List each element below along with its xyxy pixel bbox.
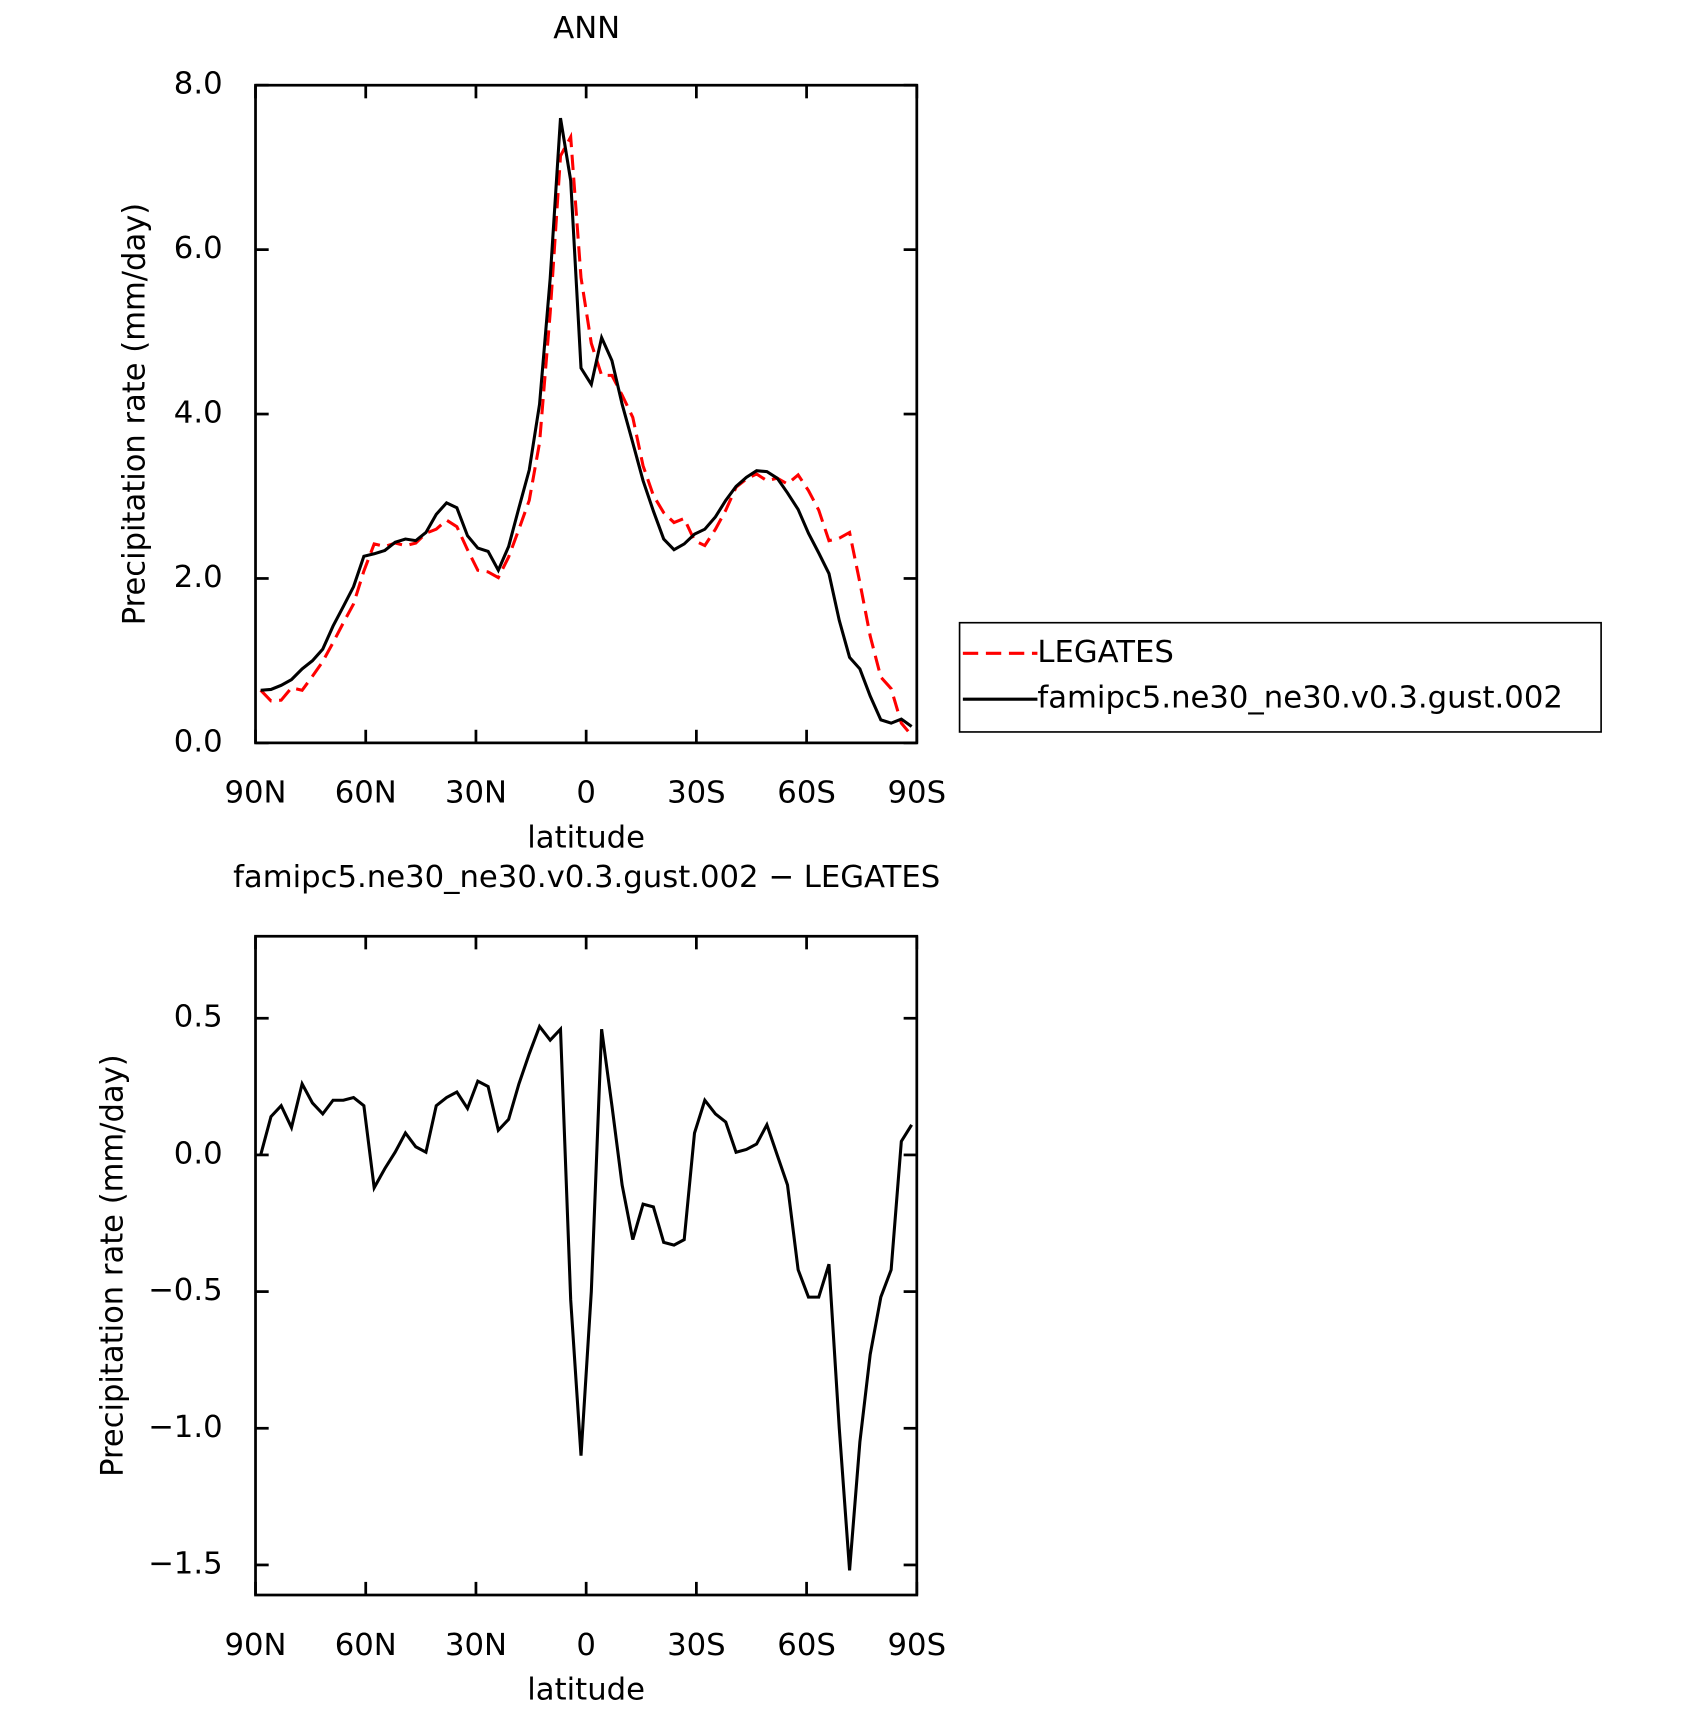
x-axis-label: latitude bbox=[527, 821, 645, 856]
y-tick-label: 2.0 bbox=[174, 560, 223, 595]
y-tick-label: −1.0 bbox=[148, 1410, 223, 1445]
chart-title: ANN bbox=[553, 11, 620, 46]
x-tick-label: 90N bbox=[225, 776, 287, 811]
x-tick-label: 60N bbox=[335, 776, 397, 811]
y-axis-label: Precipitation rate (mm/day) bbox=[117, 203, 152, 626]
plot-frame bbox=[254, 83, 919, 745]
y-tick-label: 4.0 bbox=[174, 396, 223, 431]
y-tick-label: 8.0 bbox=[174, 67, 223, 102]
x-tick-label: 60S bbox=[777, 776, 836, 811]
x-tick-label: 0 bbox=[576, 776, 596, 811]
data-line bbox=[259, 131, 913, 737]
legend-box bbox=[958, 621, 1602, 733]
x-tick-label: 30N bbox=[445, 776, 507, 811]
x-tick-label: 60N bbox=[335, 1628, 397, 1663]
x-tick-label: 30S bbox=[667, 776, 726, 811]
x-tick-label: 90N bbox=[225, 1628, 287, 1663]
x-tick-label: 90S bbox=[888, 776, 947, 811]
y-tick-label: −0.5 bbox=[148, 1273, 223, 1308]
data-line bbox=[260, 117, 913, 728]
plot-frame bbox=[254, 934, 919, 1597]
x-tick-label: 30N bbox=[445, 1628, 507, 1663]
x-axis-label: latitude bbox=[527, 1673, 645, 1708]
data-line bbox=[259, 1023, 913, 1571]
y-tick-label: 6.0 bbox=[174, 231, 223, 266]
y-axis-label: Precipitation rate (mm/day) bbox=[96, 1054, 131, 1477]
y-tick-label: −1.5 bbox=[148, 1546, 223, 1581]
x-tick-label: 0 bbox=[576, 1628, 596, 1663]
x-tick-label: 90S bbox=[888, 1628, 947, 1663]
chart-title: famipc5.ne30_ne30.v0.3.gust.002 − LEGATE… bbox=[233, 860, 940, 895]
y-tick-label: 0.0 bbox=[174, 1136, 223, 1171]
legend-label: LEGATES bbox=[1037, 635, 1173, 670]
x-tick-label: 30S bbox=[667, 1628, 726, 1663]
x-tick-label: 60S bbox=[777, 1628, 836, 1663]
y-tick-label: 0.5 bbox=[174, 1000, 223, 1035]
legend-label: famipc5.ne30_ne30.v0.3.gust.002 bbox=[1037, 681, 1562, 716]
y-tick-label: 0.0 bbox=[174, 724, 223, 759]
